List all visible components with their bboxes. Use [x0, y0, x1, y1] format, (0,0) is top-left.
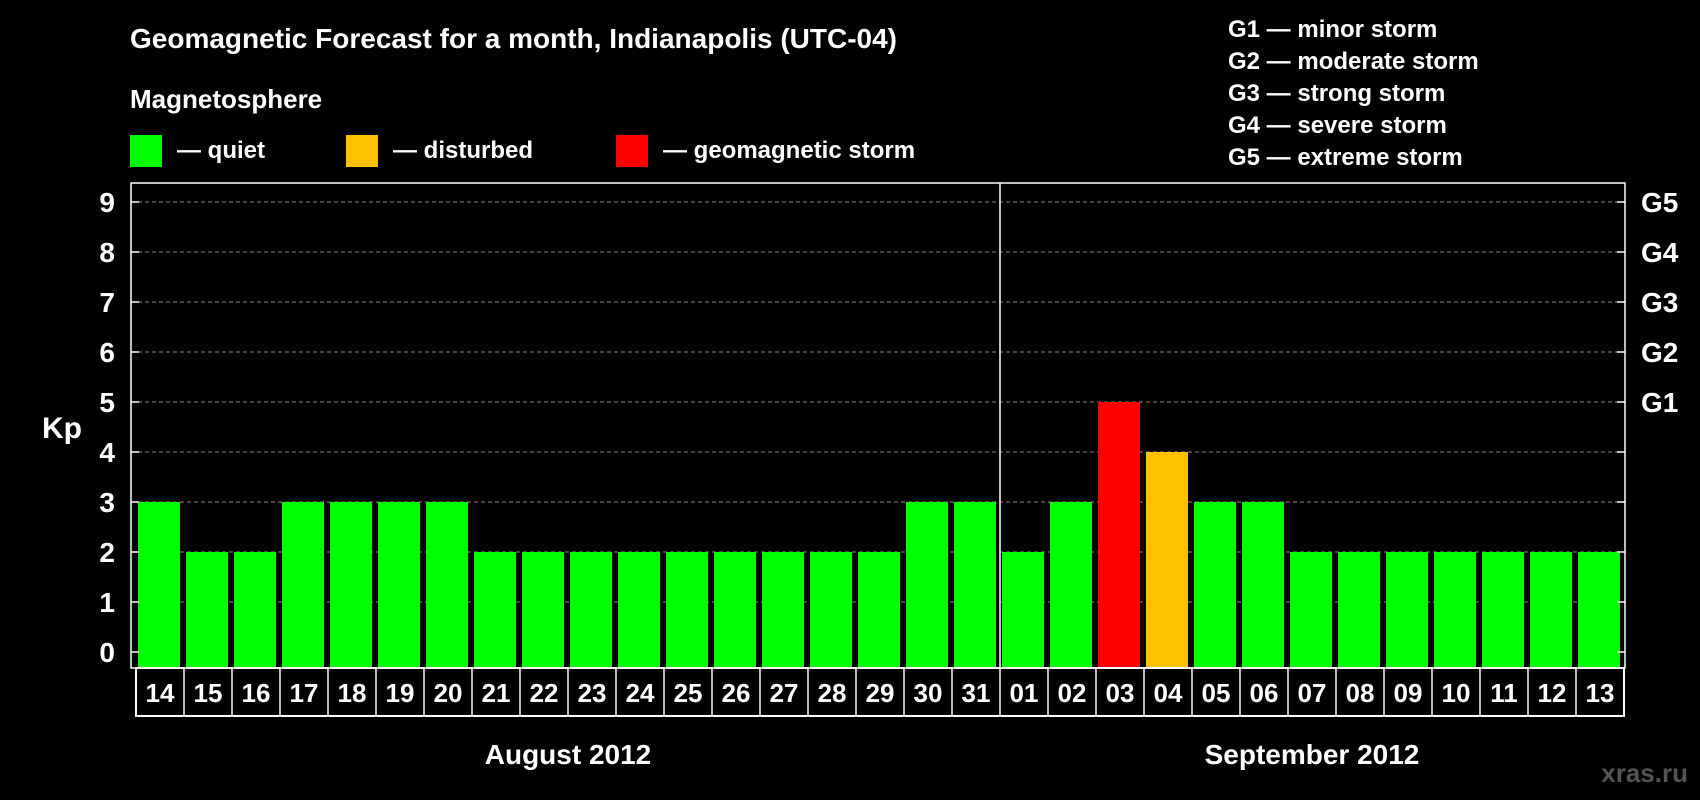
bar-13 [1578, 552, 1620, 668]
storm-scale-g2: G2 — moderate storm [1228, 48, 1479, 75]
date-label-31: 31 [962, 678, 991, 708]
bar-26 [714, 552, 756, 668]
storm-scale-g5: G5 — extreme storm [1228, 144, 1463, 171]
bar-14 [138, 502, 180, 668]
date-label-30: 30 [914, 678, 943, 708]
date-label-04: 04 [1154, 678, 1183, 708]
date-label-20: 20 [434, 678, 463, 708]
date-label-22: 22 [530, 678, 559, 708]
date-label-07: 07 [1298, 678, 1327, 708]
bar-03 [1098, 402, 1140, 668]
date-label-01: 01 [1010, 678, 1039, 708]
date-label-10: 10 [1442, 678, 1471, 708]
y-tick-label: 5 [99, 387, 115, 418]
bar-07 [1290, 552, 1332, 668]
y-tick-label: 0 [99, 637, 115, 668]
y-tick-label: 3 [99, 487, 115, 518]
right-axis-label-g5: G5 [1641, 187, 1678, 218]
date-label-24: 24 [626, 678, 655, 708]
date-label-23: 23 [578, 678, 607, 708]
date-label-13: 13 [1586, 678, 1615, 708]
bar-17 [282, 502, 324, 668]
bar-04 [1146, 452, 1188, 668]
y-tick-label: 8 [99, 237, 115, 268]
date-label-17: 17 [290, 678, 319, 708]
legend: — quiet — disturbed — geomagnetic storm [130, 135, 915, 167]
bar-20 [426, 502, 468, 668]
storm-scale-g4: G4 — severe storm [1228, 112, 1447, 139]
y-tick-label: 4 [99, 437, 115, 468]
legend-label-quiet: — quiet [177, 137, 265, 164]
bar-05 [1194, 502, 1236, 668]
bar-30 [906, 502, 948, 668]
bar-22 [522, 552, 564, 668]
date-label-19: 19 [386, 678, 415, 708]
bar-31 [954, 502, 996, 668]
legend-swatch-disturbed [346, 135, 378, 167]
bar-18 [330, 502, 372, 668]
y-tick-label: 2 [99, 537, 115, 568]
legend-swatch-storm [616, 135, 648, 167]
date-label-27: 27 [770, 678, 799, 708]
month-label: September 2012 [1205, 739, 1420, 770]
date-label-15: 15 [194, 678, 223, 708]
bar-10 [1434, 552, 1476, 668]
date-label-06: 06 [1250, 678, 1279, 708]
date-label-28: 28 [818, 678, 847, 708]
bar-02 [1050, 502, 1092, 668]
bar-28 [810, 552, 852, 668]
date-label-08: 08 [1346, 678, 1375, 708]
date-label-18: 18 [338, 678, 367, 708]
date-label-16: 16 [242, 678, 271, 708]
date-row-border [135, 667, 1625, 717]
y-tick-label: 9 [99, 187, 115, 218]
legend-swatch-quiet [130, 135, 162, 167]
date-label-26: 26 [722, 678, 751, 708]
bar-19 [378, 502, 420, 668]
chart-subtitle: Magnetosphere [130, 84, 322, 114]
date-label-09: 09 [1394, 678, 1423, 708]
bar-08 [1338, 552, 1380, 668]
date-label-12: 12 [1538, 678, 1567, 708]
bar-06 [1242, 502, 1284, 668]
right-axis-label-g3: G3 [1641, 287, 1678, 318]
storm-scale-legend: G1 — minor storm G2 — moderate storm G3 … [1228, 16, 1479, 171]
storm-scale-g3: G3 — strong storm [1228, 80, 1445, 107]
storm-scale-g1: G1 — minor storm [1228, 16, 1437, 43]
date-label-21: 21 [482, 678, 511, 708]
y-tick-label: 7 [99, 287, 115, 318]
date-label-03: 03 [1106, 678, 1135, 708]
bar-16 [234, 552, 276, 668]
bar-24 [618, 552, 660, 668]
bar-27 [762, 552, 804, 668]
bar-15 [186, 552, 228, 668]
y-tick-label: 1 [99, 587, 115, 618]
bar-09 [1386, 552, 1428, 668]
date-label-25: 25 [674, 678, 703, 708]
right-axis-label-g1: G1 [1641, 387, 1678, 418]
y-axis-label: Kp [42, 412, 82, 445]
chart-title: Geomagnetic Forecast for a month, Indian… [130, 23, 897, 54]
bar-25 [666, 552, 708, 668]
bar-12 [1530, 552, 1572, 668]
right-axis-label-g4: G4 [1641, 237, 1679, 268]
watermark: xras.ru [1601, 758, 1688, 788]
date-label-11: 11 [1490, 678, 1518, 708]
legend-label-disturbed: — disturbed [393, 137, 533, 164]
bar-01 [1002, 552, 1044, 668]
date-label-29: 29 [866, 678, 895, 708]
bar-23 [570, 552, 612, 668]
bar-29 [858, 552, 900, 668]
month-label: August 2012 [485, 739, 652, 770]
legend-label-storm: — geomagnetic storm [663, 137, 915, 164]
bar-21 [474, 552, 516, 668]
date-label-05: 05 [1202, 678, 1231, 708]
right-axis-label-g2: G2 [1641, 337, 1678, 368]
date-label-14: 14 [146, 678, 175, 708]
bar-11 [1482, 552, 1524, 668]
date-label-02: 02 [1058, 678, 1087, 708]
y-tick-label: 6 [99, 337, 115, 368]
